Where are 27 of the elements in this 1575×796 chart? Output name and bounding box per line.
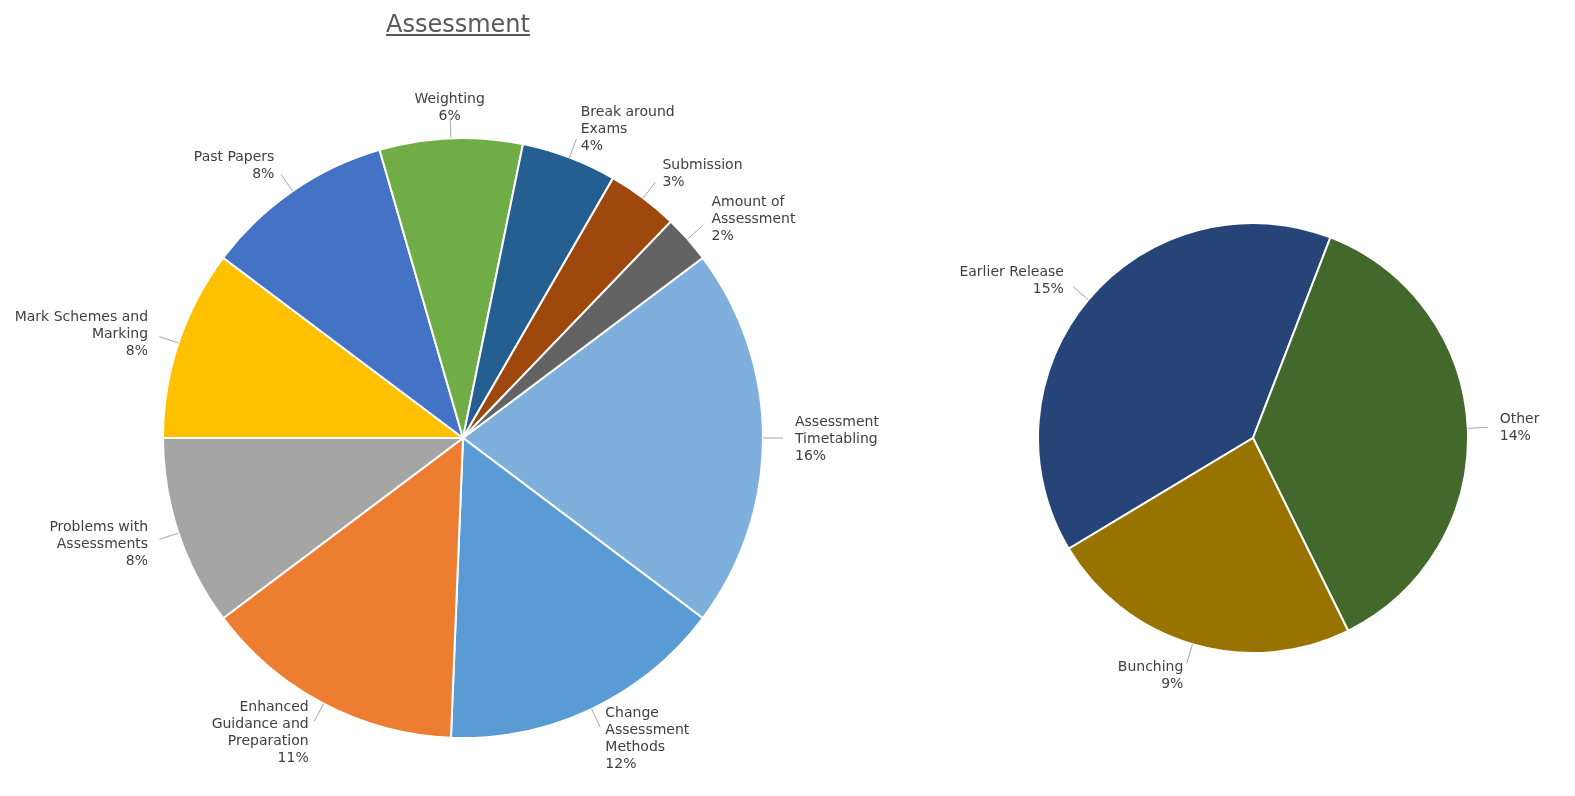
data-label: 8% [125,341,149,358]
data-label: 11% [277,749,309,766]
data-label: 14% [1499,427,1531,444]
data-label: 12% [605,755,637,772]
data-label: 15% [1032,279,1064,296]
slice-label: Enhanced Guidance and Preparation [211,698,309,749]
slice-label: Bunching [1117,658,1184,675]
slice-label: Submission [662,156,743,173]
data-label: 4% [580,136,603,153]
slice-label: Mark Schemes and Marking [14,307,149,341]
data-label: 8% [252,165,275,182]
data-label: 2% [711,226,734,243]
data-label: 6% [438,106,461,123]
data-label: 3% [662,173,685,190]
slice-label: Assessment Timetabling [794,413,880,446]
data-label: 16% [795,447,827,463]
slice-label: Break around Exams [580,102,675,136]
slice-label: Weighting [414,89,485,106]
slice-label: Other [1499,410,1540,427]
slice-label: Change Assessment Methods [605,704,690,755]
data-label: 8% [125,552,149,569]
slice-label: Past Papers [193,148,275,165]
chart-title: Assessment [385,10,531,38]
slice-label: Problems with Assessments [49,518,149,552]
slice-label: Amount of Assessment [711,192,796,226]
slice-label: Earlier Release [959,262,1064,279]
data-label: 9% [1161,675,1184,692]
